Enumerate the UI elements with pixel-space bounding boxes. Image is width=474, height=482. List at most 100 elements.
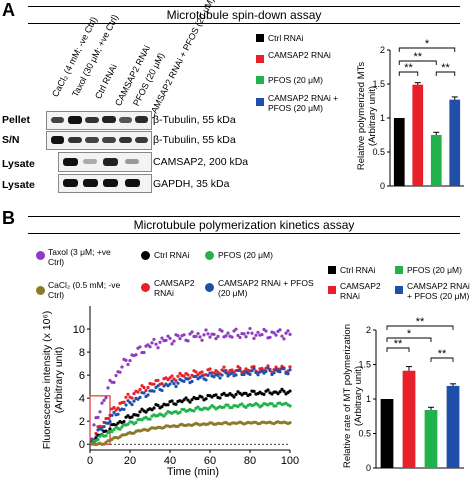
data-point [172,382,176,386]
data-point [112,405,116,410]
y-tick-label: 0.5 [372,147,385,157]
data-point [234,327,238,331]
data-point [128,358,132,363]
data-point [148,345,152,349]
x-tick-label: 60 [204,455,216,467]
legend-marker [205,251,214,260]
legend-swatch [256,34,264,42]
legend-label: Ctrl RNAi [340,265,376,275]
data-point [122,419,126,424]
legend-swatch [328,286,336,294]
row-label-sn: S/N [2,134,20,146]
data-point [282,389,286,393]
data-point [252,336,256,340]
data-point [278,328,282,332]
data-point [288,421,292,425]
data-point [186,373,190,377]
legend-marker [141,283,150,292]
data-point [134,353,138,357]
data-point [260,369,264,373]
y-axis-label: Fluorescence intensity (x 10⁶)(Arbitrary… [41,311,65,450]
data-point [182,333,186,337]
data-point [114,373,118,378]
data-point [276,392,280,396]
legend-label: CaCl₂ (0.5 mM; -ve Ctrl) [48,280,121,300]
y-tick-label: 0.5 [358,429,371,439]
data-point [236,333,240,337]
data-point [120,425,124,429]
y-tick-label: 1.5 [358,360,371,370]
data-point [274,333,278,337]
band [68,116,82,124]
data-point [222,369,226,373]
band [85,137,99,143]
data-point [268,335,272,339]
data-point [164,338,168,342]
data-point [96,415,100,419]
data-point [160,382,164,386]
band [85,117,99,123]
band [63,158,78,166]
data-point [220,373,224,377]
data-point [234,392,238,397]
data-point [154,342,158,346]
data-point [190,398,194,402]
lane-label-ctrl-rnai: Ctrl RNAi [93,62,119,101]
data-point [286,329,290,333]
panel-b-letter: B [2,208,15,228]
legend-marker [141,251,150,260]
data-point [190,379,194,384]
data-point [206,373,210,377]
legend-marker [36,286,45,295]
data-point [164,376,168,380]
significance-label: ** [404,62,413,74]
blot-pellet [46,111,152,130]
legend-marker [36,251,45,260]
y-axis-label: Relative polymerized MTs(Arbitrary unit) [356,62,378,170]
data-point [146,393,150,397]
data-point [272,331,276,335]
data-point [132,399,136,403]
data-point [110,430,114,434]
band [102,116,116,123]
x-tick-label: 0 [87,455,93,467]
data-point [264,329,268,333]
data-point [194,370,198,374]
data-point [144,388,148,393]
legend-swatch [395,286,403,294]
band [51,136,64,144]
data-point [280,334,284,338]
data-point [232,395,236,399]
data-point [248,372,252,377]
data-point [270,392,274,396]
data-point [138,410,142,414]
y-tick-label: 0 [380,181,385,191]
data-point [134,420,138,425]
significance-bracket [398,47,456,52]
data-point [142,350,146,355]
legend-label: PFOS (20 μM) [407,265,462,275]
data-point [198,335,202,339]
data-point [170,342,174,346]
data-point [112,410,116,415]
data-point [288,368,292,372]
data-point [224,334,228,338]
data-point [184,396,188,400]
data-point [176,374,180,378]
data-point [262,392,266,396]
data-point [224,371,228,375]
data-point [158,340,162,344]
data-point [194,374,198,378]
data-point [274,365,278,369]
data-point [282,367,286,371]
band [103,158,118,166]
band [63,179,78,187]
data-point [150,341,154,345]
legend-swatch [256,76,264,84]
blot-lysate-gapdh [58,174,152,193]
bar [402,370,416,468]
data-point [288,332,292,336]
data-point [266,388,270,392]
data-point [288,404,292,408]
band-label-sn-tubulin: β-Tubulin, 55 kDa [153,134,236,146]
